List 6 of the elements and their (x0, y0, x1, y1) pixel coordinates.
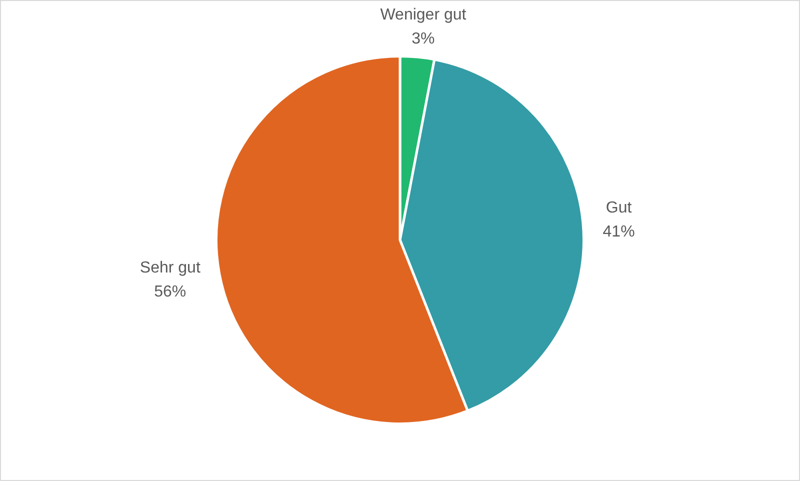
data-label: 41% (602, 223, 635, 240)
slice-label: Gut (606, 199, 632, 216)
data-label: 56% (154, 283, 186, 300)
data-label: 3% (412, 30, 435, 48)
slice-label: Weniger gut (380, 6, 467, 24)
slice-label: Sehr gut (140, 259, 201, 276)
